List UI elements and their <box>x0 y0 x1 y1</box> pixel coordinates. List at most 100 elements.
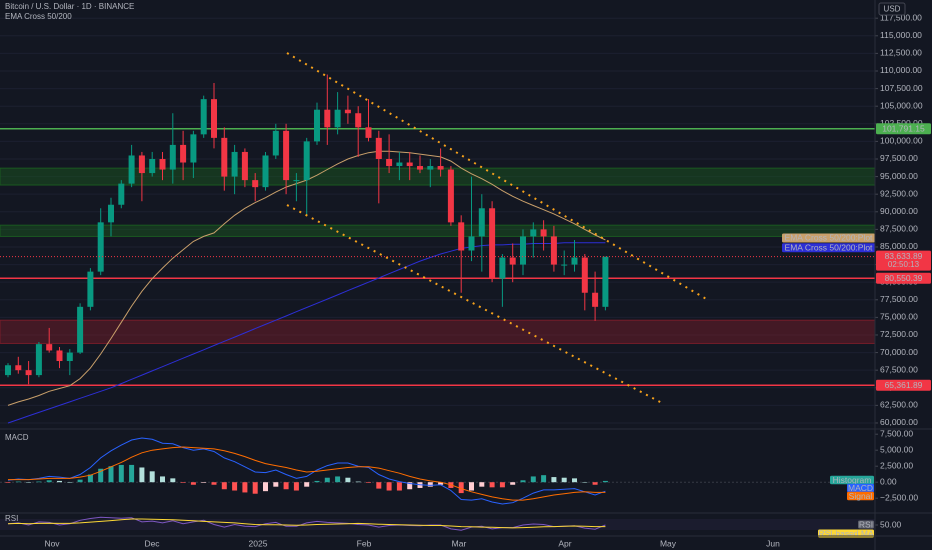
histogram-bar <box>139 467 145 483</box>
price-label-bg <box>876 272 931 284</box>
price-label: RSI <box>859 519 873 529</box>
candle-body <box>365 127 372 138</box>
y-tick-label: 90,000.00 <box>880 206 918 216</box>
price-label-bg <box>782 243 875 253</box>
ema-line <box>7 242 606 424</box>
histogram-bar <box>242 482 248 493</box>
pane-title: MACD <box>5 433 29 442</box>
candle-body <box>128 155 135 184</box>
histogram-bar <box>57 480 62 483</box>
current-price: 83,633.89 <box>885 251 923 261</box>
y-tick-label: 50.00 <box>880 519 902 529</box>
candle-body <box>252 180 259 188</box>
price-label: MACD <box>848 483 873 493</box>
histogram-bar <box>427 482 433 487</box>
y-tick-label: 115,000.00 <box>880 30 922 40</box>
histogram-bar <box>67 482 73 483</box>
rsi-line <box>7 518 606 529</box>
candle-body <box>46 344 53 351</box>
y-tick-label: −2,500.00 <box>880 492 918 502</box>
y-tick-label: 60,000.00 <box>880 417 918 427</box>
price-label: Histogram <box>833 475 872 485</box>
candle-body <box>530 229 537 237</box>
histogram-bar <box>87 474 93 483</box>
histogram-bar <box>602 480 608 483</box>
candle-body <box>138 155 145 174</box>
candle-body <box>468 236 475 251</box>
candle-body <box>262 155 269 188</box>
candle-body <box>283 130 290 181</box>
y-tick-label: 0.00 <box>880 476 897 486</box>
candle-body <box>35 344 42 376</box>
price-label: 65,361.89 <box>885 380 923 390</box>
currency[interactable]: USD <box>884 5 901 14</box>
histogram-bar <box>396 482 402 491</box>
currency-box[interactable] <box>878 2 906 16</box>
histogram-bar <box>118 464 124 483</box>
candle-body <box>417 166 423 170</box>
price-label: EMA Cross 50/200:Plot <box>785 243 874 253</box>
x-tick-label: Nov <box>44 538 60 548</box>
candle-body <box>581 257 588 293</box>
candle-body <box>303 141 310 181</box>
price-label: 101,791.15 <box>882 124 925 134</box>
histogram-bar <box>561 477 567 483</box>
candle-body <box>571 257 578 265</box>
symbol-title: Bitcoin / U.S. Dollar · 1D · BINANCE <box>5 2 134 11</box>
candle-body <box>458 222 465 251</box>
candle-body <box>561 264 568 266</box>
histogram-bar <box>201 482 207 483</box>
candle-body <box>386 158 393 167</box>
candle-body <box>169 144 176 170</box>
histogram-bar <box>273 482 279 487</box>
pane-title: RSI <box>5 514 18 523</box>
candle-body <box>97 222 104 272</box>
candle-body <box>87 271 94 307</box>
price-label-bg <box>876 379 931 391</box>
price-label: 80,550.39 <box>885 273 923 283</box>
candle-body <box>241 151 248 181</box>
y-tick-label: 92,500.00 <box>880 188 918 198</box>
histogram-bar <box>541 475 547 483</box>
histogram-bar <box>180 482 186 483</box>
candle-body <box>159 158 166 170</box>
y-tick-label: 107,500.00 <box>880 83 923 93</box>
histogram-bar <box>314 480 320 483</box>
candle-body <box>540 229 547 237</box>
price-label: Signal <box>849 491 873 501</box>
candle-body <box>221 137 228 177</box>
candle-body <box>5 365 11 376</box>
histogram-bar <box>221 482 227 490</box>
y-tick-label: 112,500.00 <box>880 48 922 58</box>
y-tick-label: 110,000.00 <box>880 65 922 75</box>
histogram-bar <box>572 478 577 483</box>
histogram-bar <box>458 482 464 494</box>
histogram-bar <box>232 482 238 491</box>
histogram-bar <box>438 482 444 485</box>
candle-body <box>550 236 557 265</box>
candle-body <box>499 257 506 279</box>
candle-body <box>427 166 434 170</box>
layers: 60,000.0062,500.0065,000.0067,500.0070,0… <box>0 12 931 538</box>
macd-line <box>8 446 606 501</box>
candle-body <box>447 169 454 223</box>
indicator-title: EMA Cross 50/200 <box>5 12 72 21</box>
histogram-bar <box>355 481 361 483</box>
candle-body <box>15 365 22 371</box>
histogram-bar <box>386 482 392 491</box>
x-tick-label: Apr <box>558 538 571 548</box>
histogram-bar <box>366 482 371 483</box>
candle-body <box>314 109 320 142</box>
histogram-bar <box>293 482 299 491</box>
candle-body <box>211 99 217 138</box>
candle-body <box>509 257 516 265</box>
x-tick-label: Dec <box>144 538 160 548</box>
channel-lower <box>286 204 663 404</box>
histogram-bar <box>15 481 21 483</box>
histogram-bar <box>77 479 83 483</box>
y-tick-label: 85,000.00 <box>880 241 918 251</box>
y-tick-label: 97,500.00 <box>880 153 918 163</box>
histogram-bar <box>5 482 11 483</box>
candle-body <box>272 130 279 156</box>
